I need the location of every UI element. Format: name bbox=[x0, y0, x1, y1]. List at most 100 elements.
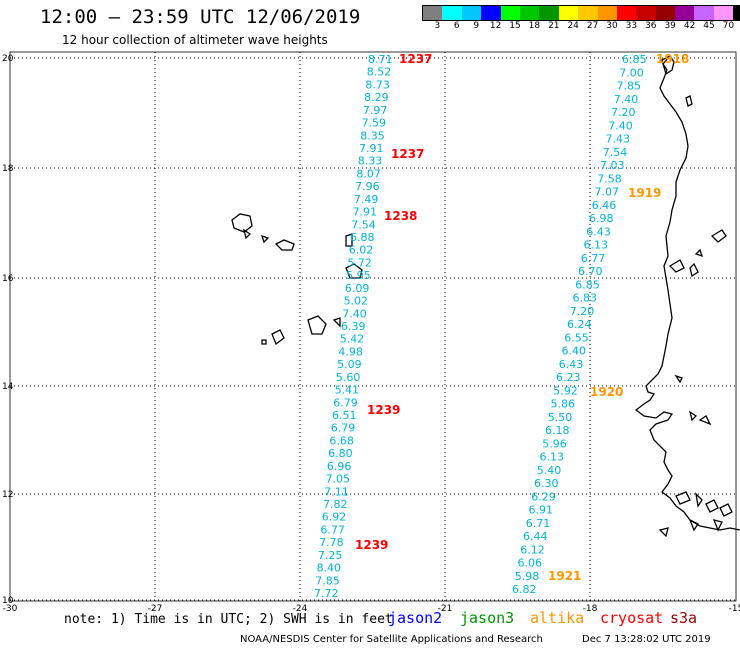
wave-height-value: 7.54 bbox=[603, 146, 628, 159]
wave-height-value: 6.92 bbox=[322, 511, 347, 524]
wave-height-value: 6.70 bbox=[578, 265, 603, 278]
wave-height-value: 7.85 bbox=[617, 80, 642, 93]
wave-height-value: 7.82 bbox=[323, 498, 348, 511]
wave-height-value: 7.96 bbox=[355, 180, 380, 193]
satellite-label: s3a bbox=[670, 609, 698, 627]
wave-height-value: 5.86 bbox=[551, 398, 576, 411]
wave-height-value: 7.07 bbox=[595, 186, 620, 199]
wave-height-value: 8.35 bbox=[360, 129, 385, 142]
wave-height-value: 6.82 bbox=[512, 583, 537, 596]
wave-height-value: 7.03 bbox=[600, 159, 625, 172]
pass-time-label: 1921 bbox=[548, 569, 581, 583]
lat-tick-label: 14 bbox=[2, 382, 14, 392]
wave-height-value: 6.02 bbox=[349, 244, 374, 257]
wave-height-value: 7.72 bbox=[314, 587, 339, 600]
wave-height-value: 7.25 bbox=[318, 549, 343, 562]
wave-height-value: 5.41 bbox=[335, 384, 360, 397]
wave-height-value: 6.71 bbox=[526, 517, 551, 530]
legend-swatch bbox=[558, 6, 579, 20]
wave-height-value: 6.29 bbox=[531, 490, 556, 503]
generation-timestamp: Dec 7 13:28:02 UTC 2019 bbox=[582, 634, 711, 645]
legend-swatch bbox=[597, 6, 617, 20]
wave-height-value: 6.79 bbox=[333, 396, 358, 409]
legend-swatch bbox=[655, 6, 676, 20]
pass-time-label: 1239 bbox=[355, 538, 388, 552]
wave-height-value: 7.05 bbox=[326, 473, 351, 486]
wave-height-value: 7.91 bbox=[359, 142, 384, 155]
axis-tick-labels: -30 -27 -24 -21 -18 -15 20 18 16 14 12 10 bbox=[2, 54, 740, 614]
wave-height-value: 8.29 bbox=[364, 91, 389, 104]
legend-label: 39 bbox=[664, 21, 676, 31]
wave-height-value: 5.92 bbox=[553, 384, 578, 397]
lat-tick-label: 18 bbox=[2, 164, 14, 174]
wave-height-value: 7.78 bbox=[319, 536, 344, 549]
legend-swatch bbox=[636, 6, 656, 20]
satellite-label: jason2 bbox=[388, 609, 443, 627]
wave-height-value: 8.33 bbox=[358, 155, 383, 168]
wave-height-value: 6.24 bbox=[567, 318, 592, 331]
credit-text: NOAA/NESDIS Center for Satellite Applica… bbox=[240, 634, 543, 645]
legend-swatch bbox=[733, 6, 740, 20]
wave-height-value: 6.79 bbox=[331, 422, 356, 435]
legend-label: 70 bbox=[722, 21, 735, 31]
legend-label: 45 bbox=[703, 21, 715, 31]
wave-height-value: 5.02 bbox=[344, 295, 369, 308]
wave-height-value: 6.13 bbox=[584, 239, 609, 252]
wave-height-value: 7.49 bbox=[354, 193, 379, 206]
legend-label: 9 bbox=[473, 21, 480, 31]
wave-height-value: 6.51 bbox=[332, 409, 357, 422]
legend-swatch bbox=[713, 6, 734, 20]
wave-height-value: 7.85 bbox=[315, 574, 340, 587]
legend-swatch bbox=[675, 6, 695, 20]
wave-height-value: 6.43 bbox=[559, 358, 584, 371]
wave-height-value: 7.20 bbox=[611, 106, 636, 119]
lon-tick-label: -27 bbox=[148, 604, 163, 614]
legend-swatch bbox=[694, 6, 714, 20]
wave-height-value: 6.91 bbox=[529, 504, 554, 517]
wave-height-value: 6.85 bbox=[622, 53, 647, 66]
wave-height-value: 7.43 bbox=[606, 133, 631, 146]
wave-height-value: 5.42 bbox=[340, 333, 365, 346]
wave-height-value: 8.40 bbox=[317, 562, 342, 575]
legend-label: 36 bbox=[645, 21, 657, 31]
wave-height-value: 6.83 bbox=[573, 292, 598, 305]
legend-label: 12 bbox=[489, 21, 502, 31]
wave-height-value: 5.72 bbox=[347, 256, 372, 269]
lon-tick-label: -24 bbox=[293, 604, 308, 614]
wave-height-value: 8.71 bbox=[368, 53, 393, 66]
wave-height-value: 7.11 bbox=[324, 485, 349, 498]
page-subtitle: 12 hour collection of altimeter wave hei… bbox=[62, 33, 328, 47]
page-title: 12:00 – 23:59 UTC 12/06/2019 bbox=[40, 6, 361, 28]
map-grid bbox=[9, 51, 737, 602]
legend-swatch bbox=[578, 6, 598, 20]
wave-height-value: 6.13 bbox=[540, 451, 565, 464]
legend-swatch bbox=[461, 6, 482, 20]
pass-time-label: 1920 bbox=[590, 385, 623, 399]
legend-swatch bbox=[616, 6, 637, 20]
wave-height-value: 6.12 bbox=[520, 543, 545, 556]
wave-height-value: 6.18 bbox=[545, 424, 570, 437]
wave-height-value: 6.88 bbox=[350, 231, 375, 244]
wave-height-value: 6.30 bbox=[534, 477, 559, 490]
wave-height-value: 6.77 bbox=[581, 252, 606, 265]
wave-height-value: 5.98 bbox=[515, 570, 540, 583]
legend-label: 30 bbox=[606, 21, 618, 31]
legend-swatch bbox=[423, 6, 443, 20]
pass-time-label: 1238 bbox=[384, 209, 417, 223]
legend-label: 6 bbox=[453, 21, 460, 31]
coastline bbox=[231, 55, 740, 538]
wave-height-value: 6.43 bbox=[586, 225, 611, 238]
legend-label: 24 bbox=[567, 21, 579, 31]
wave-height-value: 4.98 bbox=[338, 345, 363, 358]
legend-label: 21 bbox=[548, 21, 560, 31]
pass-time-label: 1918 bbox=[656, 52, 689, 66]
lat-tick-label: 16 bbox=[2, 274, 14, 284]
legend-label: 42 bbox=[683, 21, 696, 31]
track-west: 8.718.528.738.297.977.598.357.918.338.07… bbox=[314, 52, 432, 600]
lat-tick-label: 12 bbox=[2, 490, 13, 500]
wave-height-value: 6.85 bbox=[575, 278, 600, 291]
pass-time-label: 1919 bbox=[628, 186, 661, 200]
pass-time-label: 1237 bbox=[391, 147, 424, 161]
wave-height-value: 6.77 bbox=[320, 523, 345, 536]
